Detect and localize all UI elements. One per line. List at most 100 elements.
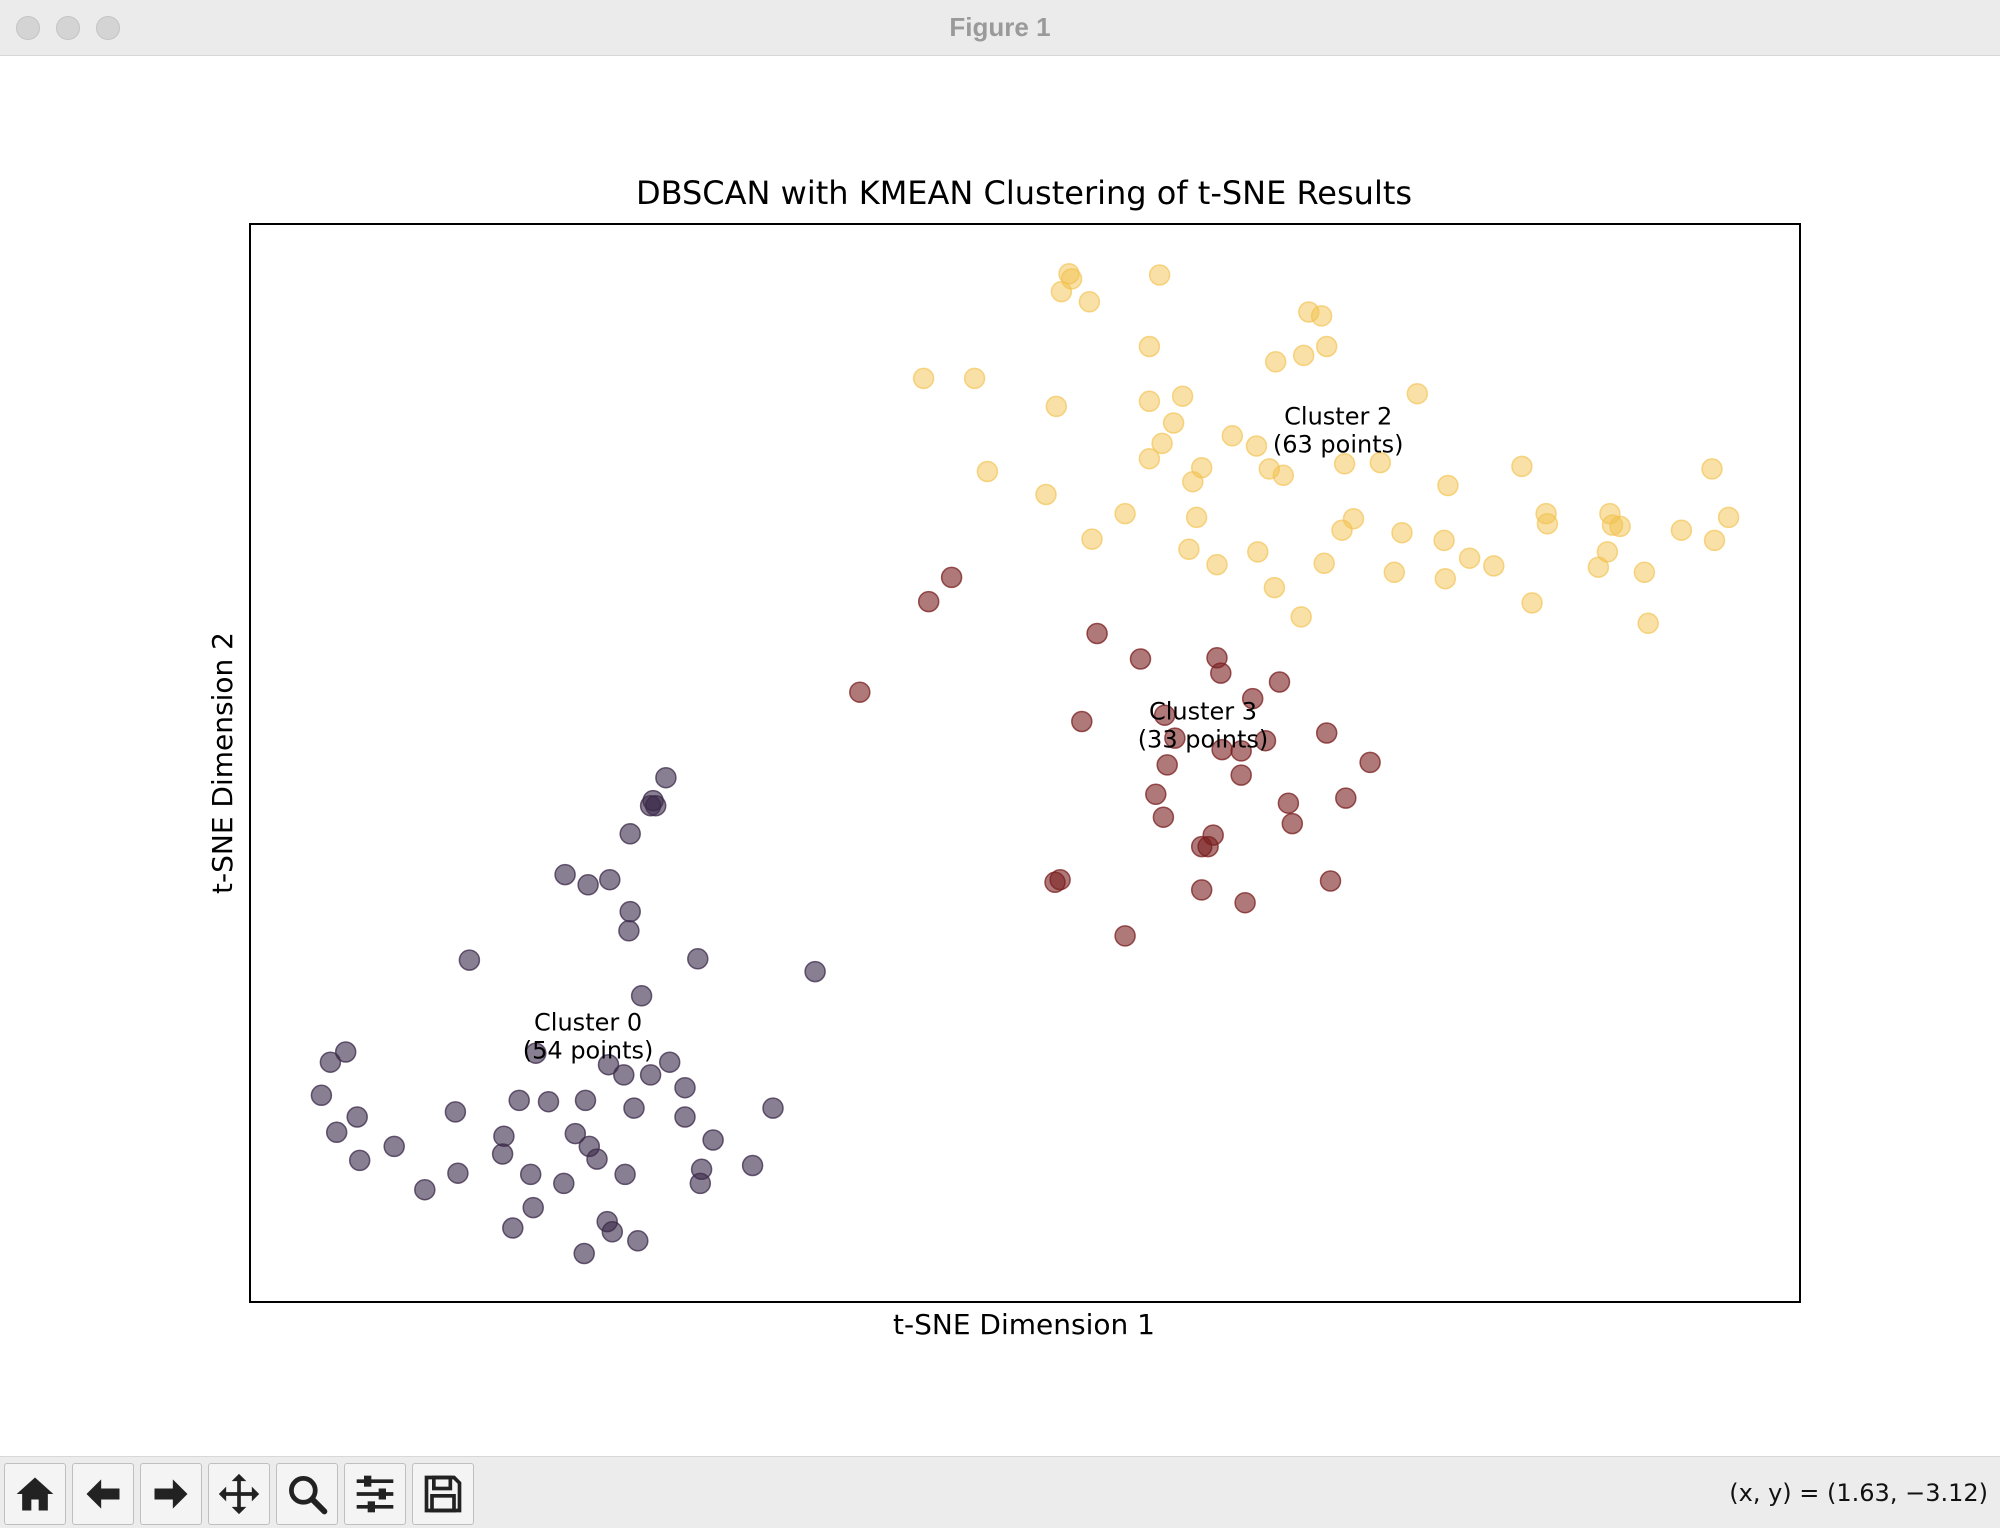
data-point — [1319, 870, 1342, 892]
data-point — [1230, 764, 1252, 786]
data-point — [1230, 740, 1252, 762]
data-point — [586, 1148, 608, 1170]
data-point — [1221, 425, 1244, 447]
data-point — [1078, 291, 1101, 313]
data-point — [689, 1172, 712, 1195]
data-point — [614, 1163, 636, 1186]
data-point — [447, 1162, 469, 1184]
pan-button[interactable] — [208, 1463, 270, 1525]
data-point — [348, 1149, 371, 1172]
data-point — [1434, 567, 1457, 590]
points-layer — [310, 263, 1740, 1265]
data-point — [1670, 519, 1693, 541]
data-point — [940, 566, 963, 589]
data-point — [976, 460, 999, 483]
data-point — [623, 1097, 645, 1119]
data-point — [1148, 264, 1171, 286]
window-title: Figure 1 — [949, 12, 1051, 42]
data-point — [1254, 729, 1277, 752]
data-point — [849, 681, 871, 703]
data-point — [1433, 529, 1455, 552]
back-button[interactable] — [72, 1463, 134, 1525]
data-point — [577, 874, 599, 896]
data-point — [1637, 612, 1659, 635]
plot-frame — [249, 223, 1801, 1303]
data-point — [1114, 502, 1136, 525]
configure-subplots-button[interactable] — [344, 1463, 406, 1525]
data-point — [1138, 335, 1161, 358]
x-axis-label: t-SNE Dimension 1 — [893, 1308, 1155, 1341]
y-axis-label: t-SNE Dimension 2 — [206, 632, 239, 894]
data-point — [1197, 835, 1219, 858]
data-point — [319, 1051, 342, 1073]
title-bar: Figure 1 — [0, 0, 2000, 56]
data-point — [597, 1053, 620, 1076]
data-point — [1315, 722, 1338, 744]
annotations-layer: Cluster 0(54 points) Cluster 3(33 points)… — [523, 403, 1404, 1065]
data-point — [804, 960, 826, 983]
data-point — [508, 1089, 530, 1112]
data-point — [564, 1122, 587, 1145]
data-point — [1171, 385, 1194, 407]
data-point — [1609, 515, 1631, 538]
data-point — [1458, 547, 1481, 569]
data-point — [618, 920, 640, 942]
data-point — [1035, 483, 1057, 506]
save-icon — [424, 1475, 462, 1513]
data-point — [1190, 879, 1213, 901]
data-point — [522, 1196, 544, 1219]
zoom-window-button[interactable] — [96, 16, 120, 40]
data-point — [741, 1154, 764, 1177]
zoom-button[interactable] — [276, 1463, 338, 1525]
search-icon — [289, 1476, 328, 1515]
data-point — [491, 1143, 514, 1165]
forward-button[interactable] — [140, 1463, 202, 1525]
data-point — [601, 1221, 624, 1243]
chart-title: DBSCAN with KMEAN Clustering of t-SNE Re… — [636, 174, 1412, 212]
data-point — [1245, 435, 1268, 457]
data-point — [599, 868, 621, 891]
data-point — [655, 766, 677, 789]
data-point — [519, 1163, 542, 1186]
data-point — [658, 1051, 681, 1073]
data-point — [1071, 710, 1093, 733]
data-point — [1633, 561, 1656, 584]
data-point — [1333, 453, 1356, 475]
navigation-toolbar: (x, y) = (1.63, −3.12) — [0, 1456, 2000, 1528]
data-point — [310, 1084, 333, 1107]
data-point — [1081, 528, 1103, 550]
arrow-left-icon — [86, 1479, 120, 1509]
data-point — [619, 823, 641, 845]
data-point — [1359, 751, 1381, 774]
data-point — [525, 1042, 547, 1064]
cluster-annotation: (54 points) — [523, 1037, 654, 1065]
data-point — [1310, 305, 1333, 327]
data-point — [674, 1106, 696, 1128]
data-point — [1182, 470, 1204, 493]
data-point — [1335, 787, 1357, 809]
data-point — [613, 1064, 635, 1086]
data-point — [334, 1041, 357, 1063]
data-point — [1290, 606, 1312, 628]
data-point — [1114, 925, 1136, 947]
figure-canvas[interactable]: DBSCAN with KMEAN Clustering of t-SNE Re… — [0, 56, 2000, 1456]
data-point — [674, 1076, 696, 1099]
data-point — [1292, 344, 1315, 367]
minimize-window-button[interactable] — [56, 16, 80, 40]
data-point — [1281, 812, 1304, 835]
data-point — [1210, 662, 1232, 684]
data-point — [325, 1121, 348, 1144]
data-point — [346, 1106, 368, 1128]
cluster-annotation: Cluster 3 — [1149, 697, 1257, 725]
data-point — [493, 1125, 515, 1147]
data-point — [1185, 506, 1208, 529]
data-point — [1437, 474, 1459, 497]
data-point — [1331, 519, 1353, 541]
save-button[interactable] — [412, 1463, 474, 1525]
data-point — [639, 794, 662, 817]
close-window-button[interactable] — [16, 16, 40, 40]
data-point — [917, 590, 940, 613]
home-button[interactable] — [4, 1463, 66, 1525]
data-point — [1277, 792, 1300, 814]
data-point — [1153, 704, 1176, 726]
